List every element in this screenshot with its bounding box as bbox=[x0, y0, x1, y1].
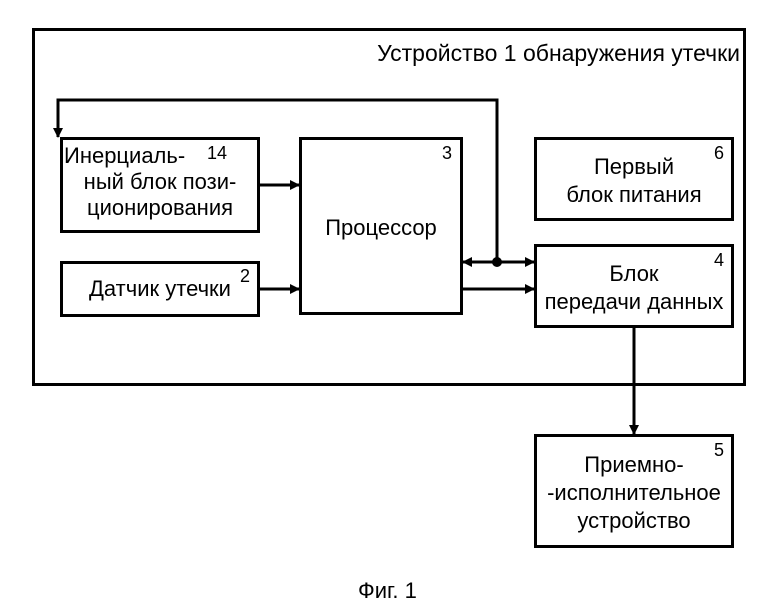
node-inertial-number: 14 bbox=[207, 143, 227, 164]
node-receiver-line1: Приемно- bbox=[534, 452, 734, 478]
node-power-line2: блок питания bbox=[534, 182, 734, 208]
node-processor-line1: Процессор bbox=[299, 215, 463, 241]
node-receiver-line2: -исполнительное bbox=[534, 480, 734, 506]
node-sensor-line1: Датчик утечки bbox=[60, 276, 260, 302]
device-title: Устройство 1 обнаружения утечки bbox=[320, 40, 740, 68]
node-inertial-line1: Инерциаль- bbox=[64, 143, 204, 169]
node-inertial-line2: ный блок пози- bbox=[60, 169, 260, 195]
figure-caption: Фиг. 1 bbox=[358, 578, 417, 604]
node-receiver-line3: устройство bbox=[534, 508, 734, 534]
node-transfer-line1: Блок bbox=[534, 261, 734, 287]
node-processor-number: 3 bbox=[442, 143, 452, 164]
node-inertial-line3: ционирования bbox=[60, 195, 260, 221]
node-transfer-line2: передачи данных bbox=[534, 289, 734, 315]
node-power-line1: Первый bbox=[534, 154, 734, 180]
